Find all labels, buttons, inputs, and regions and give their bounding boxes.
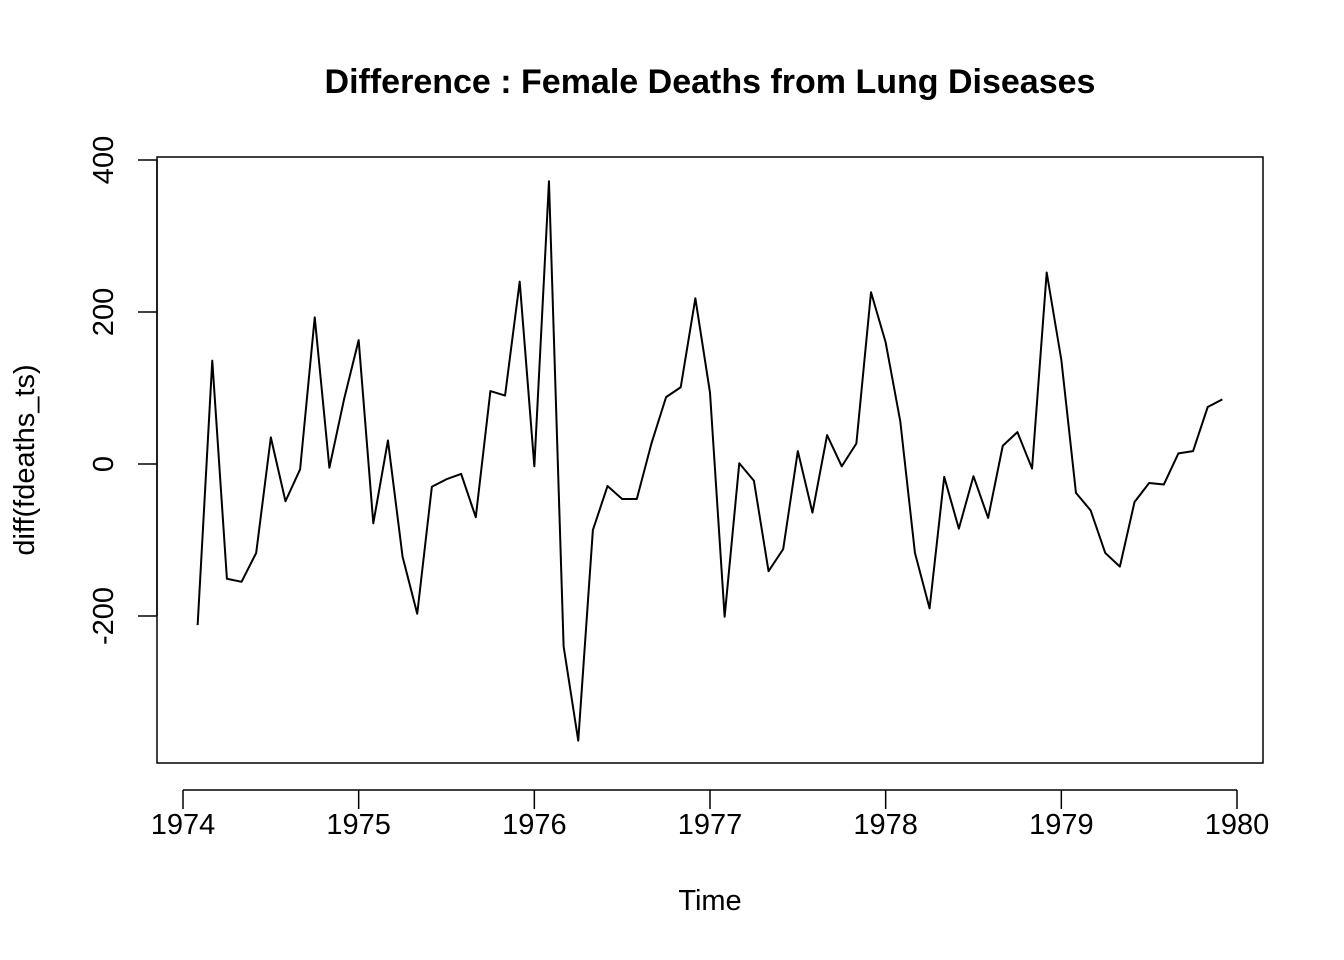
x-tick-label: 1979 <box>1029 809 1094 841</box>
chart-title: Difference : Female Deaths from Lung Dis… <box>325 63 1096 101</box>
x-axis-label: Time <box>678 885 741 917</box>
y-tick-label: -200 <box>88 587 120 645</box>
plot-frame <box>156 156 1264 764</box>
data-points <box>197 181 1223 741</box>
y-tick-label: 0 <box>88 456 120 472</box>
y-axis-label: diff(fdeaths_ts) <box>9 364 41 555</box>
x-axis: 1974 1975 1976 1977 1978 1979 1980 <box>151 789 1270 841</box>
y-axis: -200 0 200 400 <box>88 136 158 645</box>
x-tick-label: 1977 <box>678 809 743 841</box>
series-line <box>196 180 1223 742</box>
x-tick-label: 1978 <box>853 809 918 841</box>
x-tick-label: 1975 <box>326 809 391 841</box>
y-tick-label: 400 <box>88 136 120 184</box>
x-tick-label: 1976 <box>502 809 567 841</box>
y-tick-label: 200 <box>88 288 120 336</box>
x-tick-label: 1980 <box>1205 809 1270 841</box>
x-tick-label: 1974 <box>151 809 216 841</box>
